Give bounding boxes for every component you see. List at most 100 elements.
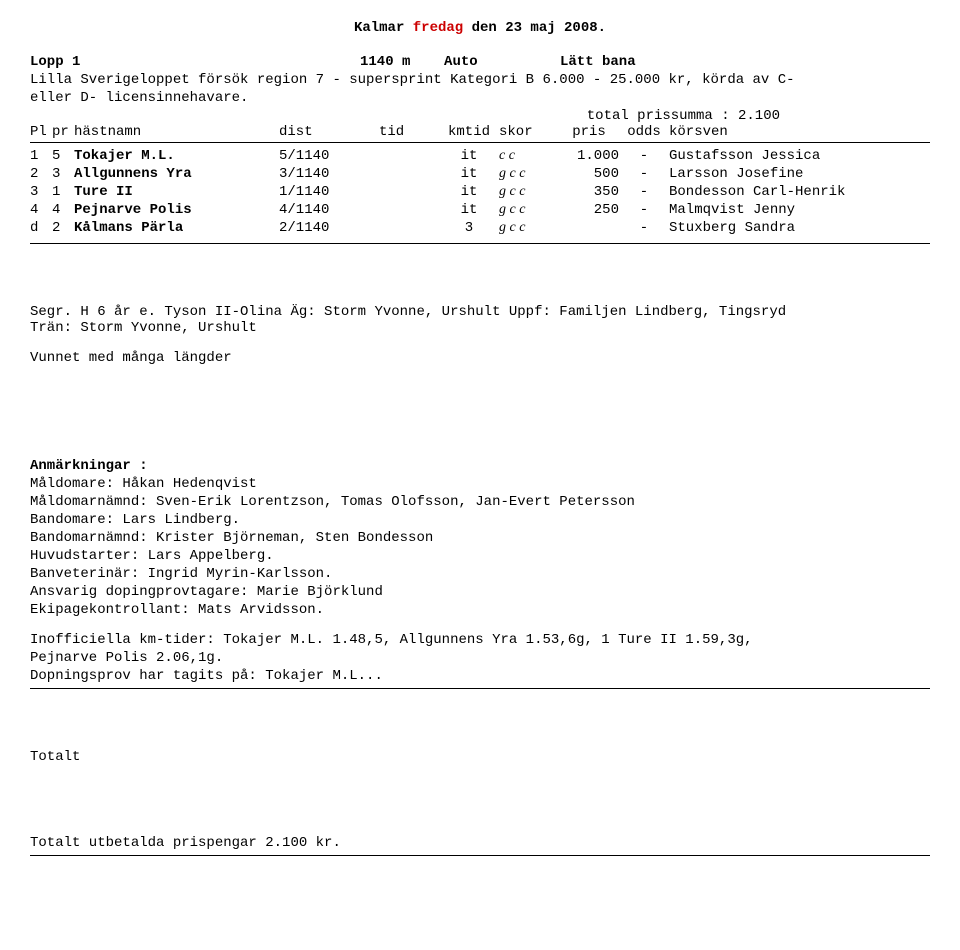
- race-distance: 1140 m: [360, 54, 410, 70]
- unofficial-times-2: Pejnarve Polis 2.06,1g.: [30, 650, 930, 666]
- race-start-type: Auto: [444, 54, 478, 70]
- cell-odds: -: [619, 202, 669, 218]
- cell-korsven: Larsson Josefine: [669, 166, 930, 182]
- note-line: Måldomare: Håkan Hedenqvist: [30, 476, 930, 492]
- cell-korsven: Bondesson Carl-Henrik: [669, 184, 930, 200]
- cell-pr: 3: [52, 166, 74, 182]
- cell-kmtid: it: [439, 184, 499, 200]
- divider: [30, 688, 930, 689]
- col-skor: skor: [499, 124, 559, 140]
- title-weekday: fredag: [413, 20, 463, 36]
- cell-name: Tokajer M.L.: [74, 148, 279, 164]
- cell-tid: [379, 202, 439, 218]
- col-pris: pris: [559, 124, 619, 140]
- totals-payout: Totalt utbetalda prispengar 2.100 kr.: [30, 835, 930, 851]
- col-korsven: körsven: [669, 124, 930, 140]
- note-line: Måldomarnämnd: Sven-Erik Lorentzson, Tom…: [30, 494, 930, 510]
- table-row: 31Ture II1/1140 itg c c350-Bondesson Carl…: [30, 183, 930, 201]
- race-track: Lätt bana: [560, 54, 930, 70]
- cell-pl: 3: [30, 184, 52, 200]
- cell-skor: g c c: [499, 202, 559, 218]
- cell-dist: 2/1140: [279, 220, 379, 236]
- race-header: Lopp 1 1140 m Auto Lätt bana: [30, 54, 930, 70]
- cell-name: Allgunnens Yra: [74, 166, 279, 182]
- note-line: Bandomare: Lars Lindberg.: [30, 512, 930, 528]
- cell-skor: g c c: [499, 166, 559, 182]
- cell-pris: [559, 220, 619, 236]
- cell-pl: 4: [30, 202, 52, 218]
- col-pl: Pl: [30, 124, 52, 140]
- table-row: d2Kålmans Pärla2/11403g c c-Stuxberg San…: [30, 219, 930, 237]
- notes-heading: Anmärkningar :: [30, 458, 930, 474]
- note-line: Ansvarig dopingprovtagare: Marie Björklu…: [30, 584, 930, 600]
- note-line: Huvudstarter: Lars Appelberg.: [30, 548, 930, 564]
- totals-label: Totalt: [30, 749, 930, 765]
- col-name: hästnamn: [74, 124, 279, 140]
- cell-pr: 4: [52, 202, 74, 218]
- unofficial-times-1: Inofficiella km-tider: Tokajer M.L. 1.48…: [30, 632, 930, 648]
- cell-korsven: Malmqvist Jenny: [669, 202, 930, 218]
- cell-pris: 250: [559, 202, 619, 218]
- table-row: 23Allgunnens Yra3/1140 itg c c500-Larsson…: [30, 165, 930, 183]
- winner-block: Segr. H 6 år e. Tyson II-Olina Äg: Storm…: [30, 304, 930, 366]
- cell-skor: g c c: [499, 184, 559, 200]
- cell-kmtid: 3: [439, 220, 499, 236]
- cell-tid: [379, 166, 439, 182]
- note-line: Banveterinär: Ingrid Myrin-Karlsson.: [30, 566, 930, 582]
- cell-tid: [379, 184, 439, 200]
- cell-dist: 4/1140: [279, 202, 379, 218]
- cell-name: Ture II: [74, 184, 279, 200]
- cell-kmtid: it: [439, 166, 499, 182]
- cell-dist: 5/1140: [279, 148, 379, 164]
- cell-pris: 350: [559, 184, 619, 200]
- table-row: 44Pejnarve Polis4/1140itg c c250-Malmqvi…: [30, 201, 930, 219]
- cell-pr: 5: [52, 148, 74, 164]
- cell-pl: 1: [30, 148, 52, 164]
- cell-kmtid: it: [439, 148, 499, 164]
- cell-pl: d: [30, 220, 52, 236]
- divider: [30, 855, 930, 856]
- race-subhead-2: eller D- licensinnehavare.: [30, 90, 930, 106]
- cell-tid: [379, 148, 439, 164]
- title-venue: Kalmar: [354, 20, 404, 36]
- cell-pr: 1: [52, 184, 74, 200]
- title-date: den 23 maj 2008.: [472, 20, 606, 36]
- note-line: Ekipagekontrollant: Mats Arvidsson.: [30, 602, 930, 618]
- cell-odds: -: [619, 148, 669, 164]
- cell-kmtid: it: [439, 202, 499, 218]
- cell-name: Kålmans Pärla: [74, 220, 279, 236]
- divider: [30, 243, 930, 244]
- cell-dist: 1/1140: [279, 184, 379, 200]
- col-odds: odds: [619, 124, 669, 140]
- cell-pris: 1.000: [559, 148, 619, 164]
- race-subhead-1: Lilla Sverigeloppet försök region 7 - su…: [30, 72, 930, 88]
- col-kmtid: kmtid: [439, 124, 499, 140]
- cell-name: Pejnarve Polis: [74, 202, 279, 218]
- cell-odds: -: [619, 220, 669, 236]
- results-rows: 15Tokajer M.L.5/1140itc c1.000-Gustafsso…: [30, 147, 930, 237]
- cell-odds: -: [619, 184, 669, 200]
- results-column-header: Pl pr hästnamn dist tid kmtid skor pris …: [30, 124, 930, 143]
- note-line: Bandomarnämnd: Krister Björneman, Sten B…: [30, 530, 930, 546]
- winner-line1: Segr. H 6 år e. Tyson II-Olina Äg: Storm…: [30, 304, 930, 320]
- doping-line: Dopningsprov har tagits på: Tokajer M.L.…: [30, 668, 930, 684]
- cell-tid: [379, 220, 439, 236]
- cell-odds: -: [619, 166, 669, 182]
- notes-block: Anmärkningar : Måldomare: Håkan Hedenqvi…: [30, 458, 930, 684]
- col-dist: dist: [279, 124, 379, 140]
- cell-korsven: Gustafsson Jessica: [669, 148, 930, 164]
- cell-pris: 500: [559, 166, 619, 182]
- winner-line3: Vunnet med många längder: [30, 350, 930, 366]
- cell-korsven: Stuxberg Sandra: [669, 220, 930, 236]
- col-tid: tid: [379, 124, 439, 140]
- col-pr: pr: [52, 124, 74, 140]
- notes-lines: Måldomare: Håkan Hedenqvist Måldomarnämnd…: [30, 476, 930, 618]
- cell-dist: 3/1140: [279, 166, 379, 182]
- page-title: Kalmar fredag den 23 maj 2008.: [30, 20, 930, 36]
- winner-line2: Trän: Storm Yvonne, Urshult: [30, 320, 930, 336]
- cell-skor: c c: [499, 148, 559, 164]
- cell-pr: 2: [52, 220, 74, 236]
- cell-pl: 2: [30, 166, 52, 182]
- race-lopp: Lopp 1: [30, 54, 360, 70]
- table-row: 15Tokajer M.L.5/1140 itc c1.000-Gustafsso…: [30, 147, 930, 165]
